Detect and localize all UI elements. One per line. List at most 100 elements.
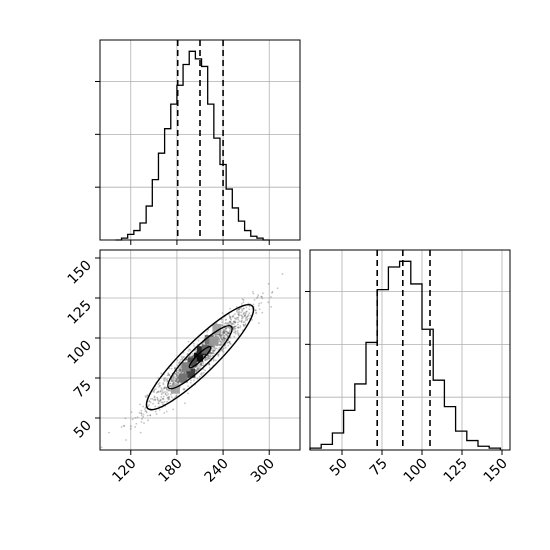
density-cell: [178, 373, 188, 383]
scatter-point: [246, 318, 249, 320]
scatter-point: [167, 396, 170, 399]
scatter-point: [196, 367, 199, 370]
scatter-point: [176, 359, 179, 362]
scatter-point: [222, 337, 225, 340]
scatter-point: [171, 380, 174, 383]
scatter-point: [228, 327, 231, 330]
scatter-point: [225, 330, 228, 333]
scatter-point: [232, 314, 235, 317]
scatter-point: [231, 315, 234, 318]
density-cell: [193, 352, 203, 362]
scatter-point: [142, 413, 145, 416]
scatter-point: [237, 308, 240, 311]
scatter-point: [228, 315, 231, 318]
scatter-point: [222, 347, 225, 350]
scatter-point: [236, 309, 238, 312]
scatter-point: [227, 331, 230, 334]
scatter-point: [146, 394, 149, 397]
scatter-point: [240, 303, 243, 305]
scatter-point: [242, 312, 245, 315]
scatter-point: [233, 329, 235, 331]
scatter-point: [232, 326, 235, 329]
scatter-point: [179, 382, 182, 384]
scatter-point: [140, 409, 143, 412]
scatter-point: [208, 362, 211, 365]
scatter-point: [168, 395, 171, 398]
scatter-point: [244, 324, 247, 327]
scatter-point: [146, 414, 149, 417]
y-tick-label: 75: [71, 378, 95, 402]
scatter-point: [240, 314, 242, 316]
scatter-point: [227, 332, 229, 335]
scatter-point: [176, 379, 178, 382]
scatter-point: [142, 415, 145, 418]
scatter-point: [188, 348, 191, 351]
scatter-point: [228, 316, 231, 319]
scatter-point: [210, 351, 213, 354]
scatter-point: [225, 326, 228, 329]
scatter-point: [176, 381, 179, 384]
scatter-point: [211, 347, 213, 349]
scatter-point: [226, 322, 228, 325]
scatter-point: [214, 333, 216, 336]
scatter-point: [160, 401, 163, 404]
scatter-point: [225, 327, 228, 330]
scatter-point: [175, 377, 178, 380]
x-tick-label: 150: [481, 456, 511, 486]
scatter-point: [233, 326, 236, 328]
scatter-point: [229, 321, 232, 323]
scatter-point: [232, 315, 234, 318]
scatter-point: [175, 395, 178, 398]
scatter-point: [159, 399, 162, 402]
scatter-point: [170, 367, 173, 370]
scatter-point: [234, 321, 237, 324]
scatter-point: [154, 398, 157, 401]
scatter-point: [178, 367, 181, 370]
scatter-point: [200, 362, 202, 365]
scatter-point: [195, 351, 198, 353]
scatter-point: [228, 340, 231, 343]
scatter-point: [218, 338, 221, 341]
scatter-point: [201, 372, 203, 375]
scatter-point: [204, 369, 206, 372]
scatter-point: [222, 332, 225, 335]
scatter-point: [211, 345, 213, 348]
scatter-point: [173, 367, 176, 370]
scatter-point: [205, 356, 208, 359]
scatter-point: [162, 398, 165, 401]
scatter-point: [187, 340, 190, 343]
scatter-point: [158, 409, 161, 411]
scatter-point: [158, 391, 160, 393]
scatter-point: [240, 320, 243, 323]
scatter-point: [252, 292, 255, 295]
scatter-point: [177, 382, 180, 385]
scatter-point: [220, 341, 223, 344]
scatter-point: [254, 309, 257, 312]
scatter-point: [225, 330, 228, 333]
scatter-point: [223, 331, 226, 334]
scatter-point: [219, 343, 221, 346]
scatter-point: [223, 328, 226, 331]
scatter-point: [218, 333, 220, 336]
scatter-point: [222, 334, 225, 336]
x-tick-label: 50: [327, 456, 351, 480]
scatter-point: [197, 368, 200, 371]
scatter-point: [178, 369, 180, 372]
scatter-point: [159, 384, 161, 387]
scatter-point: [212, 358, 215, 361]
scatter-point: [239, 326, 241, 329]
scatter-point: [175, 371, 178, 374]
scatter-point: [223, 330, 226, 332]
scatter-point: [238, 307, 241, 310]
scatter-point: [170, 378, 173, 381]
scatter-point: [149, 414, 152, 417]
scatter-point: [145, 410, 148, 413]
scatter-point: [242, 301, 245, 304]
scatter-point: [217, 353, 219, 356]
scatter-point: [166, 378, 169, 380]
scatter-point: [174, 380, 177, 383]
scatter-point: [243, 315, 246, 317]
scatter-point: [147, 405, 149, 408]
scatter-point: [224, 346, 227, 349]
